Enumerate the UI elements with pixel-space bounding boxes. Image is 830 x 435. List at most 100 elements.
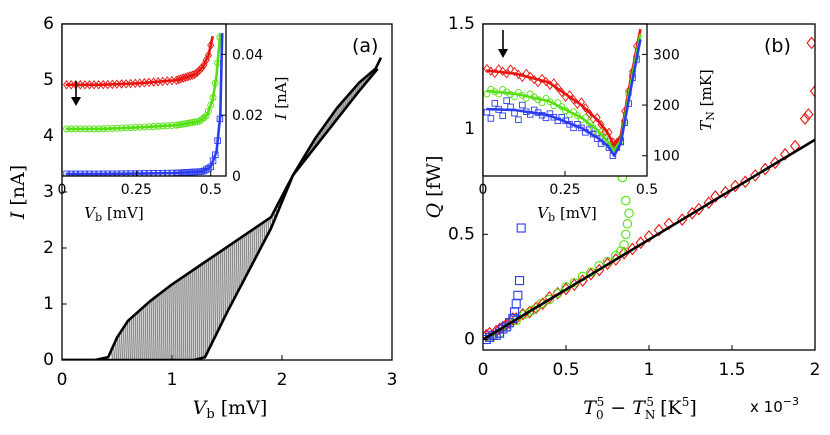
- circle-marker: [574, 112, 581, 120]
- circle-marker: [536, 298, 546, 309]
- diamond-marker: [76, 80, 84, 90]
- hatch-line: [158, 294, 161, 360]
- inset-fit-curve: [65, 32, 222, 131]
- y-tick-label: 0: [464, 329, 475, 349]
- circle-marker: [619, 240, 629, 250]
- hatch-line: [168, 286, 171, 360]
- circle-marker: [621, 229, 631, 240]
- inset-fit-curve: [65, 33, 224, 176]
- panel-b-inset-ylabel: TN [mK]: [697, 69, 717, 131]
- hatch-line: [253, 228, 256, 261]
- hatch-line: [223, 248, 227, 318]
- y-tick-label: 1: [464, 119, 475, 139]
- square-marker: [511, 299, 521, 309]
- hatch-line: [249, 231, 252, 269]
- inset-x-tick-label: 0.25: [121, 182, 152, 198]
- hatch-line: [241, 236, 244, 284]
- panel-a-yticks: 0 1 2 3 4 5 6: [43, 14, 67, 370]
- hatch-line: [182, 277, 185, 360]
- square-marker: [487, 115, 495, 122]
- hatch-line: [235, 240, 239, 295]
- hatch-line: [237, 239, 241, 291]
- diamond-marker: [710, 190, 721, 203]
- hatch-line: [205, 260, 209, 355]
- inset-y-tick-label: 100: [653, 149, 680, 165]
- diamond-marker: [635, 236, 646, 250]
- hatch-line: [140, 309, 143, 360]
- square-marker: [516, 223, 526, 233]
- inset-x-tick-label: 0.25: [549, 182, 580, 198]
- hatch-line: [138, 310, 142, 360]
- hatch-line: [227, 246, 231, 310]
- inset-fit-curve: [65, 35, 214, 87]
- dot-icon: .: [414, 177, 435, 183]
- diamond-marker: [67, 80, 75, 90]
- hatch-line: [190, 271, 193, 360]
- inset-y-tick-label: 300: [653, 47, 680, 63]
- inset-y-tick-label: 0: [232, 169, 241, 185]
- inset-y-tick-label: 0.02: [232, 108, 263, 124]
- diamond-marker: [799, 112, 811, 126]
- hatch-line: [136, 312, 140, 360]
- hatch-line: [114, 340, 118, 360]
- hatch-line: [180, 278, 183, 360]
- panel-a-label: (a): [352, 35, 378, 57]
- hatch-line: [211, 256, 215, 342]
- hatch-line: [233, 242, 237, 299]
- panel-b-xlabel: T05 − TN5 [K5]: [583, 395, 697, 422]
- y-tick-label: 0: [43, 350, 54, 370]
- hatch-line: [160, 292, 163, 360]
- hatch-line: [166, 288, 169, 360]
- diamond-marker: [526, 71, 534, 82]
- hatch-line: [152, 298, 155, 360]
- hatch-line: [215, 254, 219, 334]
- panel-b-inset-xticks: 0 0.25 0.5: [479, 171, 658, 198]
- square-marker: [491, 100, 499, 107]
- square-marker: [519, 101, 526, 109]
- inset-x-tick-label: 0.5: [200, 182, 222, 198]
- panel-b: 0 0.5 1 1.5 2 0 0.5 1 1.5 T05 − TN5 [K5] Q [fW]…: [414, 14, 820, 422]
- panel-a-inset-xticks: 0 0.25 0.5: [58, 171, 222, 198]
- square-marker: [513, 290, 523, 300]
- hatch-line: [154, 297, 157, 360]
- x-tick-label: 1.5: [718, 360, 745, 380]
- circle-marker: [544, 294, 555, 305]
- inset-iv-curves: [63, 32, 224, 176]
- hatch-line: [132, 316, 136, 360]
- diamond-marker: [663, 217, 675, 231]
- diamond-marker: [730, 179, 741, 193]
- hatch-line: [142, 307, 145, 360]
- inset-x-tick-label: 0: [58, 182, 67, 198]
- circle-marker: [528, 305, 538, 315]
- hatch-line: [122, 327, 126, 360]
- hatch-line: [219, 251, 223, 326]
- hatch-line: [148, 301, 151, 360]
- square-marker: [514, 276, 525, 286]
- panel-a-xlabel: Vb [mV]: [193, 397, 268, 422]
- panel-a-inset-ylabel: I [nA]: [272, 77, 290, 121]
- x-tick-label: 0: [57, 370, 68, 390]
- inset-x-tick-label: 0: [479, 182, 488, 198]
- x-tick-label: 0.5: [552, 360, 579, 380]
- hatch-line: [217, 252, 221, 330]
- inset-y-tick-label: 0.04: [232, 47, 263, 63]
- hatch-line: [207, 259, 211, 351]
- hatch-line: [146, 303, 149, 360]
- y-tick-label: 6: [43, 14, 54, 34]
- circle-marker: [519, 309, 530, 319]
- hatch-line: [174, 282, 177, 360]
- hatch-line: [245, 234, 248, 276]
- diamond-marker: [803, 108, 814, 121]
- square-marker: [499, 112, 506, 120]
- diamond-marker: [85, 80, 94, 90]
- square-marker: [503, 97, 510, 104]
- hatch-line: [193, 269, 197, 360]
- hatch-line: [195, 267, 199, 360]
- iv-curve: [62, 67, 379, 360]
- inset-fit-curve: [486, 38, 642, 157]
- panel-a-inset-xlabel: Vb [mV]: [84, 204, 143, 224]
- hatch-line: [130, 317, 134, 360]
- hatch-line: [176, 281, 179, 360]
- diamond-marker: [653, 223, 665, 237]
